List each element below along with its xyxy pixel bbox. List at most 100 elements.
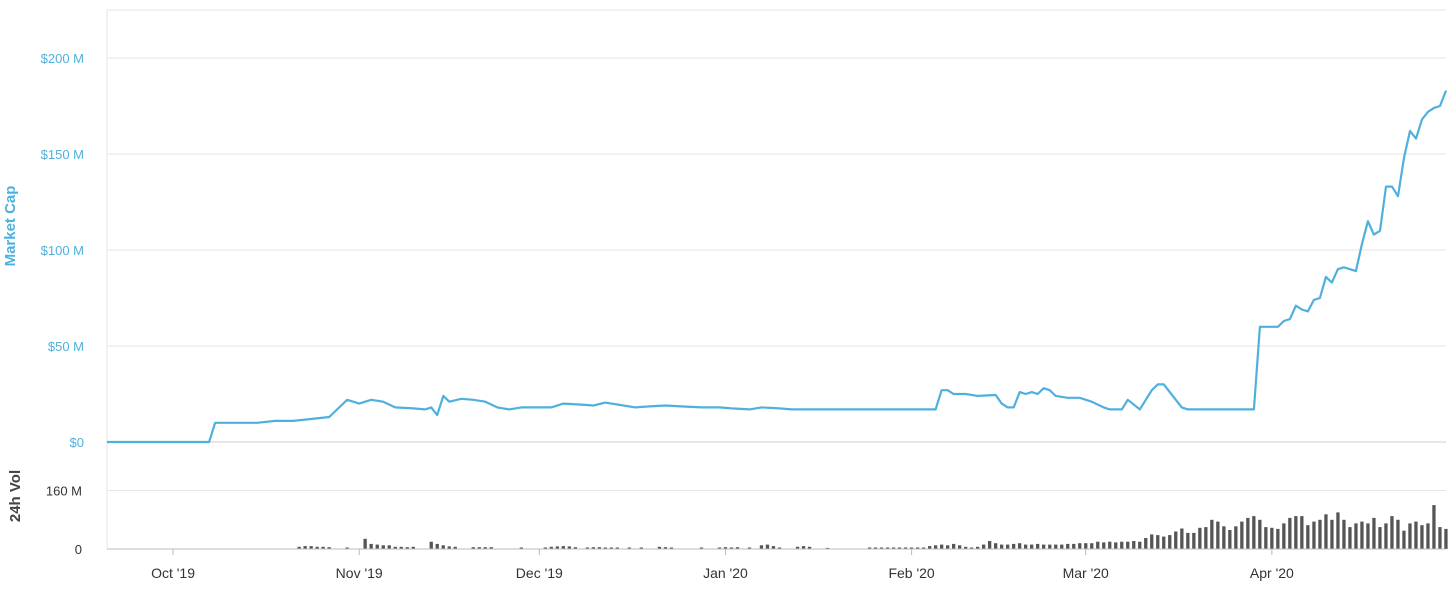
volume-bar[interactable]	[1114, 542, 1118, 549]
volume-bar[interactable]	[1354, 523, 1358, 549]
volume-bar[interactable]	[369, 543, 373, 549]
volume-bar[interactable]	[1288, 517, 1292, 549]
volume-bar[interactable]	[429, 541, 433, 549]
volume-bar[interactable]	[1084, 543, 1088, 549]
volume-bar[interactable]	[1348, 527, 1352, 549]
volume-bar[interactable]	[447, 546, 451, 549]
volume-bar[interactable]	[573, 547, 577, 549]
volume-bar[interactable]	[735, 547, 740, 549]
volume-bar[interactable]	[1276, 528, 1280, 549]
volume-bar[interactable]	[603, 547, 607, 550]
volume-bar[interactable]	[994, 543, 998, 549]
volume-bar[interactable]	[399, 546, 403, 549]
volume-bar[interactable]	[609, 547, 613, 550]
volume-bar[interactable]	[1438, 527, 1442, 549]
volume-bar[interactable]	[657, 546, 662, 549]
volume-bar[interactable]	[663, 547, 668, 549]
volume-bar[interactable]	[1426, 523, 1430, 549]
volume-bar[interactable]	[897, 547, 902, 550]
volume-bar[interactable]	[1216, 521, 1220, 549]
volume-bar[interactable]	[1042, 544, 1046, 549]
volume-bar[interactable]	[1174, 531, 1178, 550]
volume-bar[interactable]	[309, 546, 313, 549]
volume-bar[interactable]	[1366, 523, 1370, 549]
volume-bar[interactable]	[1024, 544, 1028, 549]
volume-bar[interactable]	[411, 546, 415, 549]
volume-bar[interactable]	[759, 545, 764, 549]
volume-bar[interactable]	[1396, 519, 1400, 549]
volume-bar[interactable]	[1294, 516, 1298, 549]
volume-bar[interactable]	[729, 547, 734, 550]
volume-bar[interactable]	[940, 544, 944, 549]
volume-bar[interactable]	[1408, 523, 1412, 549]
volume-bar[interactable]	[1006, 544, 1010, 549]
volume-bar[interactable]	[363, 538, 367, 549]
volume-bar[interactable]	[1264, 527, 1268, 549]
volume-bar[interactable]	[381, 545, 385, 549]
volume-bar[interactable]	[1318, 519, 1322, 549]
volume-bar[interactable]	[627, 547, 631, 550]
volume-bar[interactable]	[1306, 525, 1310, 549]
volume-bar[interactable]	[867, 547, 872, 550]
volume-bar[interactable]	[297, 546, 301, 549]
market-cap-line[interactable]	[107, 90, 1448, 444]
volume-bar[interactable]	[928, 546, 932, 549]
volume-bar[interactable]	[1222, 526, 1226, 549]
volume-bar[interactable]	[555, 546, 559, 549]
volume-bar[interactable]	[393, 546, 397, 549]
volume-bar[interactable]	[405, 547, 409, 549]
volume-bar[interactable]	[1090, 543, 1094, 549]
volume-bar[interactable]	[976, 546, 980, 549]
volume-bar[interactable]	[1330, 519, 1334, 549]
volume-bar[interactable]	[1270, 527, 1274, 549]
volume-bar[interactable]	[375, 544, 379, 549]
volume-bar[interactable]	[327, 547, 331, 549]
volume-bar[interactable]	[982, 544, 986, 549]
volume-bar[interactable]	[1312, 521, 1316, 549]
volume-bar[interactable]	[1096, 541, 1100, 549]
volume-bar[interactable]	[922, 547, 926, 550]
volume-bar[interactable]	[1000, 544, 1004, 549]
volume-bar[interactable]	[879, 547, 884, 550]
volume-bar[interactable]	[1324, 514, 1328, 549]
volume-bar[interactable]	[1030, 544, 1034, 549]
volume-bar[interactable]	[483, 547, 487, 549]
volume-bar[interactable]	[873, 547, 878, 550]
volume-bar[interactable]	[801, 546, 806, 549]
volume-bar[interactable]	[964, 546, 968, 549]
volume-bar[interactable]	[1372, 517, 1376, 549]
volume-bar[interactable]	[615, 547, 619, 550]
volume-bar[interactable]	[321, 546, 325, 549]
volume-bar[interactable]	[1036, 543, 1040, 549]
volume-bar[interactable]	[1384, 523, 1388, 549]
volume-bar[interactable]	[946, 545, 950, 549]
volume-bar[interactable]	[1150, 534, 1154, 549]
volume-bar[interactable]	[1228, 530, 1232, 549]
volume-bar[interactable]	[1018, 543, 1022, 549]
volume-bar[interactable]	[639, 547, 643, 550]
volume-bar[interactable]	[1048, 544, 1052, 549]
volume-bar[interactable]	[723, 547, 728, 549]
volume-bar[interactable]	[1300, 516, 1304, 549]
volume-bar[interactable]	[1444, 528, 1448, 549]
volume-bar[interactable]	[1360, 521, 1364, 549]
volume-bar[interactable]	[585, 547, 589, 550]
volume-bar[interactable]	[1192, 532, 1196, 549]
volume-bar[interactable]	[1432, 505, 1436, 549]
volume-bar[interactable]	[543, 547, 547, 550]
volume-bar[interactable]	[717, 547, 722, 550]
volume-bar[interactable]	[1378, 527, 1382, 549]
volume-bar[interactable]	[1252, 516, 1256, 549]
volume-bar[interactable]	[1390, 516, 1394, 549]
volume-bar[interactable]	[825, 547, 830, 549]
volume-bar[interactable]	[1072, 543, 1076, 549]
volume-bar[interactable]	[885, 547, 890, 550]
volume-bar[interactable]	[1144, 538, 1148, 549]
volume-bar[interactable]	[471, 547, 475, 549]
volume-bar[interactable]	[777, 547, 782, 550]
volume-bar[interactable]	[1054, 544, 1058, 549]
volume-bar[interactable]	[567, 546, 571, 549]
volume-bar[interactable]	[453, 546, 457, 549]
volume-bar[interactable]	[1156, 535, 1160, 549]
volume-bar[interactable]	[795, 546, 800, 549]
